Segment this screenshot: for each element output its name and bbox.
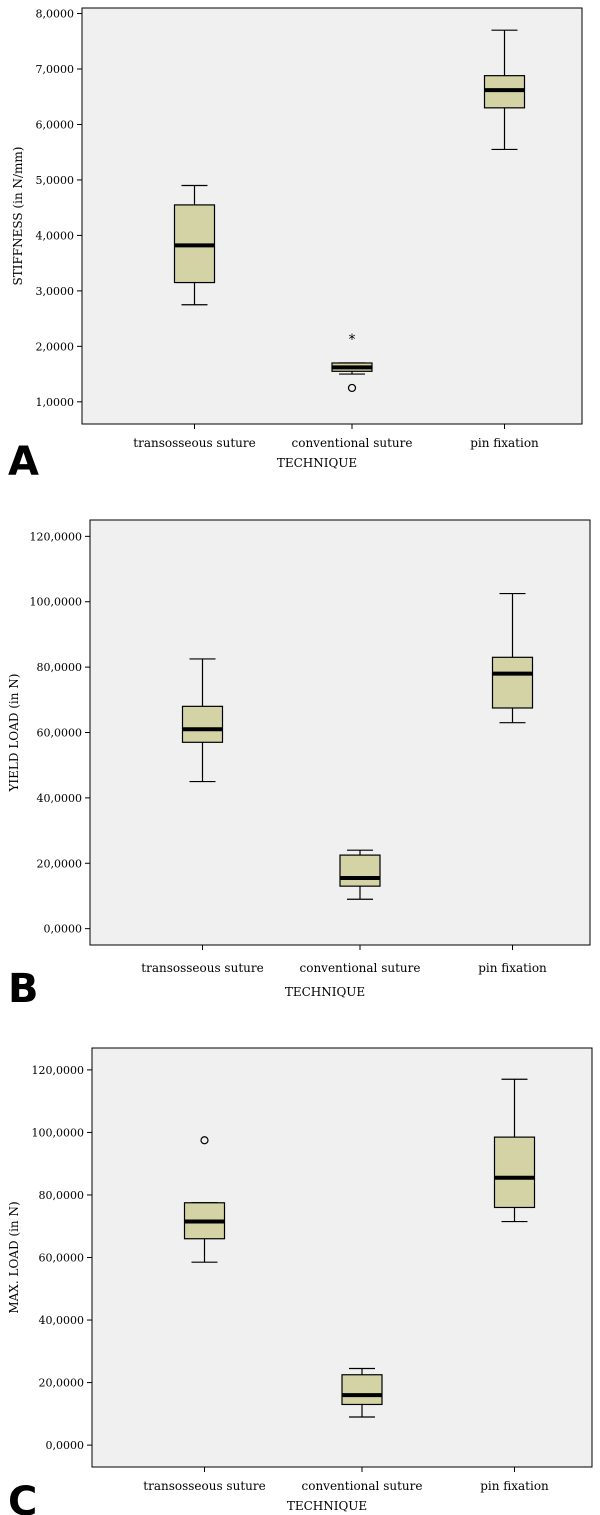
y-tick-label: 80,0000 [39,1189,85,1202]
y-tick-label: 20,0000 [39,1377,85,1390]
y-tick-label: 7,0000 [36,63,75,76]
y-tick-label: 8,0000 [36,8,75,21]
box-body [493,1136,536,1209]
y-tick-label: 120,0000 [30,530,83,543]
box-3: pin fixation [470,29,539,450]
box-body [491,656,534,709]
y-tick-label: 4,0000 [36,229,75,242]
panel-letter: B [8,966,39,1012]
y-tick-label: 40,0000 [37,792,83,805]
x-tick-label: transosseous suture [141,961,263,975]
y-tick-label: 3,0000 [36,285,75,298]
box-3: pin fixation [478,592,547,975]
outlier-point [200,1136,209,1145]
chart-panel-a: 1,0000 2,0000 3,0000 4,0000 5,0000 6,0000 7,00… [8,7,583,485]
outlier-star: * [349,332,356,348]
y-tick-label: 2,0000 [36,340,75,353]
box-2: conventional suture [302,1367,423,1493]
outlier-point [347,383,357,393]
x-axis-label: TECHNIQUE [287,1499,367,1513]
box-1: transosseous suture [133,184,256,450]
y-tick-label: 1,0000 [36,396,75,409]
y-tick-label: 120,0000 [32,1064,85,1077]
box-1: transosseous suture [143,1136,266,1493]
x-tick-label: transosseous suture [133,436,255,450]
y-axis-label: MAX. LOAD (in N) [7,1201,21,1313]
box-3: pin fixation [480,1078,549,1493]
box-body [341,1374,383,1406]
plot-area [81,7,583,425]
y-tick-label: 0,0000 [46,1439,85,1452]
y-axis-label: YIELD LOAD (in N) [7,674,21,793]
y-tick-label: 20,0000 [37,857,83,870]
y-tick-label: 6,0000 [36,118,75,131]
box-body [339,854,381,887]
y-tick-label: 40,0000 [39,1314,85,1327]
chart-panel-c: 0,0000 20,0000 40,0000 60,0000 80,0000 100,00… [7,1047,593,1515]
x-axis-label: TECHNIQUE [277,456,357,470]
y-tick-label: 60,0000 [39,1252,85,1265]
y-tick-label: 5,0000 [36,174,75,187]
y-tick-label: 100,0000 [30,596,83,609]
x-tick-label: conventional suture [300,961,421,975]
x-tick-label: transosseous suture [143,1479,265,1493]
y-axis-label: STIFFNESS (in N/mm) [11,147,25,286]
y-tick-label: 100,0000 [32,1126,85,1139]
y-tick-label: 80,0000 [37,661,83,674]
x-tick-label: pin fixation [478,961,547,975]
x-tick-label: pin fixation [480,1479,549,1493]
y-tick-label: 60,0000 [37,727,83,740]
box-2: * conventional suture [292,332,413,450]
x-tick-label: conventional suture [292,436,413,450]
panel-letter: A [8,439,39,485]
panel-letter: C [8,1479,37,1515]
box-1: transosseous suture [141,658,264,975]
x-axis-label: TECHNIQUE [285,985,365,999]
y-tick-label: 0,0000 [44,923,83,936]
x-tick-label: pin fixation [470,436,539,450]
box-2: conventional suture [300,849,421,975]
x-tick-label: conventional suture [302,1479,423,1493]
box-body [181,705,224,743]
chart-panel-b: 0,0000 20,0000 40,0000 60,0000 80,0000 100,00… [7,519,591,1012]
